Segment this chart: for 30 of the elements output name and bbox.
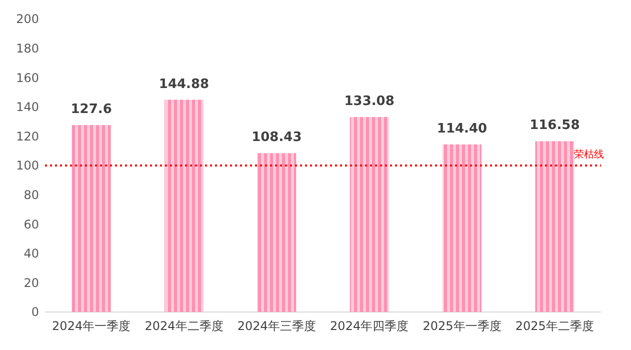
data-label: 114.40 <box>436 121 488 136</box>
x-tick-label: 2024年四季度 <box>330 319 409 333</box>
data-label: 133.08 <box>344 94 394 110</box>
bar <box>257 153 296 312</box>
data-label: 116.58 <box>530 118 580 134</box>
y-tick-label: 60 <box>24 217 39 232</box>
bar <box>164 100 204 312</box>
y-tick-label: 200 <box>16 12 39 26</box>
y-tick-label: 120 <box>16 129 39 144</box>
x-tick-label: 2024年三季度 <box>237 319 316 333</box>
x-tick-label: 2025年二季度 <box>515 319 594 333</box>
bar <box>72 125 111 312</box>
ref-line-label: 荣枯线 <box>574 148 604 160</box>
data-label: 108.43 <box>252 130 302 146</box>
x-tick-label: 2024年一季度 <box>52 319 131 333</box>
y-tick-label: 80 <box>24 188 39 202</box>
x-tick-label: 2025年一季度 <box>422 319 502 333</box>
data-label: 144.88 <box>158 76 210 92</box>
x-tick-label: 2024年二季度 <box>144 319 224 333</box>
bar <box>350 117 389 312</box>
y-tick-label: 140 <box>16 100 39 114</box>
y-tick-label: 160 <box>16 70 39 85</box>
y-tick-label: 100 <box>16 158 39 173</box>
bar <box>535 141 574 312</box>
data-label: 127.6 <box>70 102 112 118</box>
y-tick-label: 180 <box>16 42 39 56</box>
y-tick-label: 0 <box>31 305 39 320</box>
y-tick-label: 20 <box>24 276 39 290</box>
y-tick-label: 40 <box>24 246 39 261</box>
bar <box>442 144 482 312</box>
